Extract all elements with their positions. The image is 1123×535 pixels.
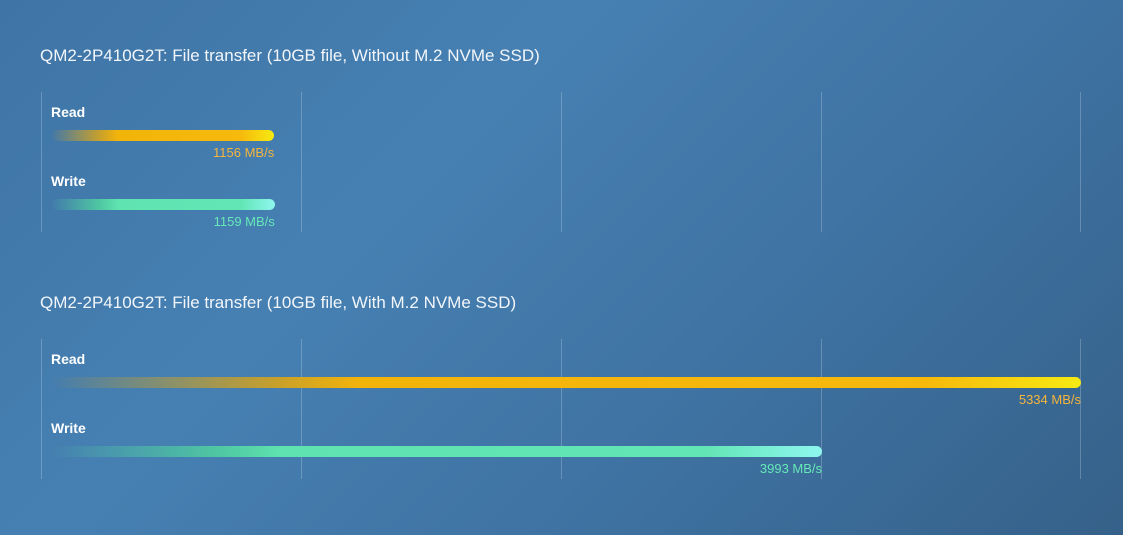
plot-area: Read 5334 MB/s Write 3993 MB/s xyxy=(41,339,1081,479)
grid-line xyxy=(41,92,42,232)
bar-write xyxy=(51,199,275,210)
grid-line xyxy=(821,92,822,232)
chart-title: QM2-2P410G2T: File transfer (10GB file, … xyxy=(40,46,540,65)
chart-title: QM2-2P410G2T: File transfer (10GB file, … xyxy=(40,293,517,312)
grid-line xyxy=(821,339,822,479)
bar-label-read: Read xyxy=(51,104,86,120)
bar-read xyxy=(51,130,275,141)
grid-line xyxy=(301,92,302,232)
value-label-write: 1159 MB/s xyxy=(213,214,275,229)
value-label-read: 1156 MB/s xyxy=(213,145,275,160)
bar-read xyxy=(51,377,1081,388)
grid-line xyxy=(1080,339,1081,479)
bar-label-write: Write xyxy=(51,420,86,436)
grid-line xyxy=(561,339,562,479)
bar-write xyxy=(51,446,823,457)
grid-line xyxy=(561,92,562,232)
grid-line xyxy=(41,339,42,479)
grid-line xyxy=(301,339,302,479)
bar-label-read: Read xyxy=(51,351,86,367)
chart-without-nvme: QM2-2P410G2T: File transfer (10GB file, … xyxy=(0,46,1123,246)
chart-with-nvme: QM2-2P410G2T: File transfer (10GB file, … xyxy=(0,293,1123,493)
value-label-write: 3993 MB/s xyxy=(759,461,823,476)
plot-area: Read 1156 MB/s Write 1159 MB/s xyxy=(41,92,1081,232)
grid-line xyxy=(1080,92,1081,232)
bar-label-write: Write xyxy=(51,173,86,189)
value-label-read: 5334 MB/s xyxy=(1018,392,1081,407)
